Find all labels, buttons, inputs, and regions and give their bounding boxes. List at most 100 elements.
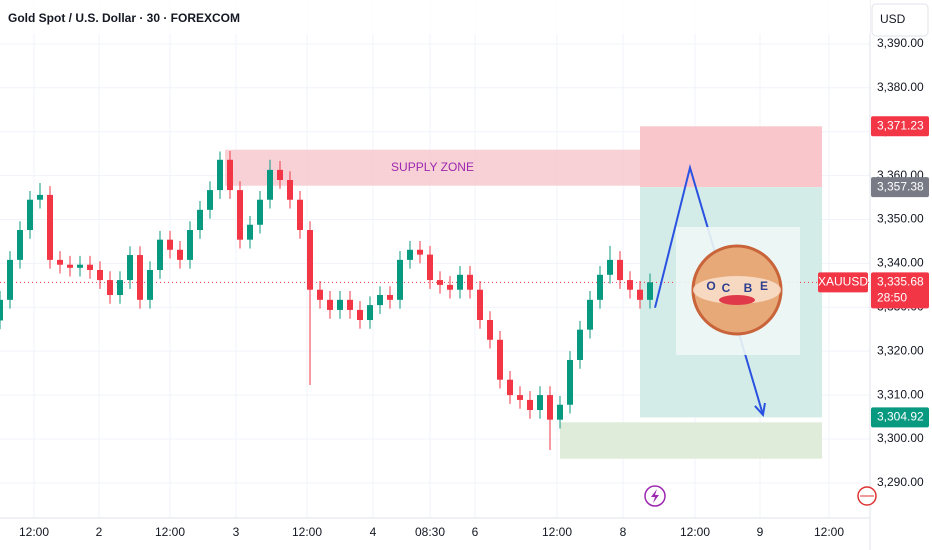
- x-tick-label: 12:00: [814, 525, 844, 539]
- candle-body: [227, 159, 233, 191]
- y-tick-label: 3,380.00: [877, 80, 924, 94]
- price-label-bg: [871, 116, 929, 137]
- candle-body: [27, 199, 33, 231]
- candle-body: [177, 249, 183, 260]
- candle-body: [407, 249, 413, 260]
- candle-body: [617, 259, 623, 281]
- x-tick-label: 08:30: [415, 525, 445, 539]
- x-tick-label: 9: [757, 525, 764, 539]
- chart-title: Gold Spot / U.S. Dollar · 30 · FOREXCOM: [8, 11, 240, 25]
- supply-zone-label: SUPPLY ZONE: [391, 160, 474, 174]
- candle-body: [477, 289, 483, 321]
- demand-zone: [560, 422, 822, 459]
- candle-body: [577, 329, 583, 360]
- y-tick-label: 3,320.00: [877, 343, 924, 357]
- candle-body: [0, 299, 3, 321]
- currency[interactable]: USD: [880, 12, 906, 26]
- y-tick-label: 3,290.00: [877, 475, 924, 489]
- x-tick-label: 8: [620, 525, 627, 539]
- x-tick-label: 12:00: [155, 525, 185, 539]
- last-price-bg: [871, 272, 929, 309]
- candle-body: [267, 169, 273, 200]
- candle-body: [287, 179, 293, 200]
- candle-body: [337, 299, 343, 310]
- currency-button[interactable]: [871, 3, 929, 37]
- candle-body: [507, 379, 513, 396]
- candle-body: [327, 299, 333, 310]
- candle-body: [517, 395, 523, 400]
- candle-body: [397, 259, 403, 300]
- candle-body: [277, 169, 283, 180]
- candle-body: [607, 259, 613, 275]
- candle-body: [597, 274, 603, 300]
- logo-letter: E: [760, 279, 768, 293]
- candle-body: [47, 194, 53, 260]
- candle-body: [647, 282, 653, 300]
- stop-zone: [640, 126, 822, 188]
- x-tick-label: 2: [96, 525, 103, 539]
- candle-body: [347, 299, 353, 310]
- candle-body: [377, 294, 383, 306]
- x-tick-label: 12:00: [542, 525, 572, 539]
- symbol-label: XAUUSD: [818, 275, 868, 289]
- candle-body: [387, 294, 393, 300]
- x-tick-label: 6: [472, 525, 479, 539]
- candle-body: [317, 289, 323, 300]
- candle-body: [537, 395, 543, 411]
- candle-body: [297, 199, 303, 231]
- candle-body: [627, 280, 633, 290]
- flag-icon[interactable]: [857, 486, 877, 506]
- price-label: 3,371.23: [877, 118, 924, 132]
- y-tick-label: 3,350.00: [877, 212, 924, 226]
- price-label-bg: [871, 177, 929, 198]
- candle-body: [17, 230, 23, 260]
- supply-zone: [225, 149, 640, 186]
- candle-body: [447, 284, 453, 290]
- candle-body: [257, 199, 263, 225]
- countdown: 28:50: [877, 291, 907, 305]
- arrow-head: [754, 402, 766, 418]
- candle-body: [207, 190, 213, 210]
- candle-body: [127, 255, 133, 281]
- candle-body: [467, 274, 473, 290]
- candle-body: [487, 320, 493, 340]
- x-tick-label: 12:00: [680, 525, 710, 539]
- candle-body: [567, 359, 573, 405]
- candle-body: [77, 264, 83, 268]
- logo-letter: C: [722, 281, 731, 295]
- logo: [676, 227, 800, 355]
- logo-letter: O: [706, 279, 715, 293]
- candle-body: [637, 289, 643, 300]
- y-tick-label: 3,310.00: [877, 387, 924, 401]
- price-label: 3,304.92: [877, 410, 924, 424]
- candle-body: [37, 194, 43, 200]
- candle-body: [557, 404, 563, 420]
- candle-body: [217, 159, 223, 191]
- candle-body: [587, 299, 593, 330]
- candle-body: [57, 259, 63, 265]
- x-tick-label: 3: [233, 525, 240, 539]
- symbol-label-bg: [818, 272, 868, 293]
- candle-body: [527, 399, 533, 411]
- candle-body: [117, 280, 123, 295]
- candle-body: [367, 305, 373, 321]
- candle-body: [547, 395, 553, 420]
- candle-body: [167, 239, 173, 250]
- y-tick-label: 3,340.00: [877, 256, 924, 270]
- candle-body: [7, 259, 13, 300]
- price-label-bg: [871, 407, 929, 428]
- candle-body: [417, 249, 423, 255]
- candle-body: [147, 269, 153, 300]
- candle-body: [427, 254, 433, 281]
- y-tick-label: 3,300.00: [877, 431, 924, 445]
- candle-body: [67, 264, 73, 268]
- candle-body: [137, 255, 143, 300]
- lightning-icon[interactable]: [644, 485, 666, 507]
- candle-body: [457, 274, 463, 290]
- candle-body: [157, 239, 163, 270]
- candle-body: [497, 339, 503, 380]
- price-label: 3,357.38: [877, 179, 924, 193]
- last-price-label: 3,335.68: [877, 275, 924, 289]
- candle-body: [237, 190, 243, 240]
